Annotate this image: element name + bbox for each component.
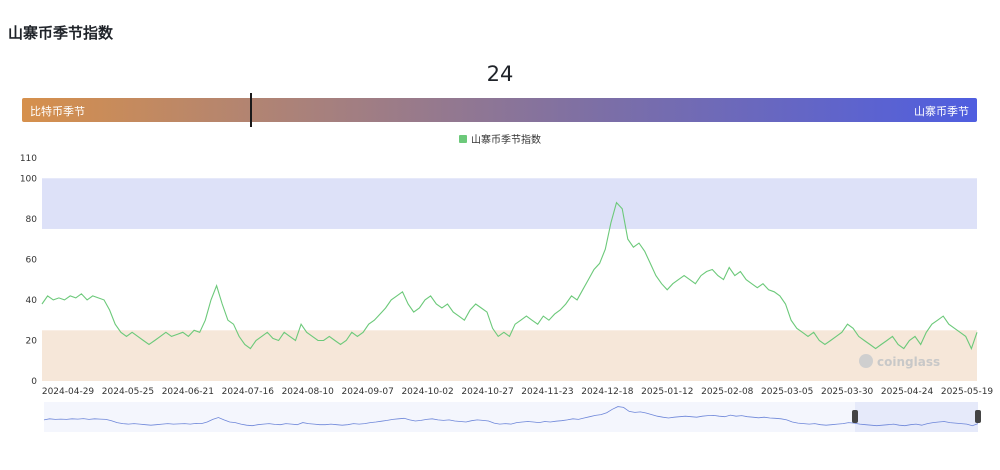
- watermark-text: coinglass: [877, 355, 940, 369]
- y-tick-label: 110: [20, 154, 37, 164]
- bitcoin-season-band: [42, 330, 977, 381]
- x-tick-label: 2025-04-24: [881, 387, 934, 397]
- navigator-series-line: [43, 406, 979, 427]
- coinglass-logo-icon: [859, 354, 873, 368]
- page-title: 山寨币季节指数: [8, 24, 114, 42]
- y-tick-label: 40: [26, 296, 38, 306]
- y-tick-label: 80: [26, 215, 38, 225]
- gauge-altcoin-season-label: 山寨币季节: [914, 105, 969, 118]
- season-gauge-bar: 比特币季节 山寨币季节: [22, 93, 977, 127]
- x-tick-label: 2024-05-25: [102, 387, 154, 397]
- x-tick-label: 2025-03-05: [761, 387, 813, 397]
- y-tick-label: 60: [26, 255, 38, 265]
- legend-label-altcoin-index: 山寨币季节指数: [471, 135, 541, 146]
- navigator-handle-left[interactable]: [852, 410, 858, 423]
- altcoin-season-band: [42, 178, 977, 229]
- gauge-marker: [250, 93, 253, 127]
- x-tick-label: 2025-01-12: [641, 387, 693, 397]
- y-tick-label: 100: [20, 174, 37, 184]
- x-tick-label: 2024-10-27: [461, 387, 513, 397]
- x-tick-label: 2025-03-30: [821, 387, 874, 397]
- x-tick-label: 2025-05-19: [941, 387, 994, 397]
- y-tick-label: 20: [26, 336, 38, 346]
- x-tick-label: 2024-12-18: [581, 387, 634, 397]
- x-tick-label: 2024-04-29: [42, 387, 95, 397]
- series-line-altcoin-index: [41, 201, 978, 351]
- x-tick-label: 2024-11-23: [521, 387, 573, 397]
- x-tick-label: 2024-06-21: [162, 387, 214, 397]
- legend-swatch: [459, 134, 467, 143]
- y-tick-label: 0: [31, 377, 37, 387]
- chart-legend[interactable]: 山寨币季节指数: [0, 131, 1000, 146]
- navigator-unselected-mask: [44, 402, 855, 432]
- gauge-bitcoin-season-label: 比特币季节: [30, 105, 85, 118]
- current-index-value: 24: [486, 62, 514, 86]
- x-tick-label: 2024-08-10: [282, 387, 335, 397]
- x-tick-label: 2024-07-16: [222, 387, 275, 397]
- x-tick-label: 2024-09-07: [342, 387, 394, 397]
- navigator-handle-right[interactable]: [975, 410, 981, 423]
- x-tick-label: 2024-10-02: [401, 387, 453, 397]
- x-tick-label: 2025-02-08: [701, 387, 754, 397]
